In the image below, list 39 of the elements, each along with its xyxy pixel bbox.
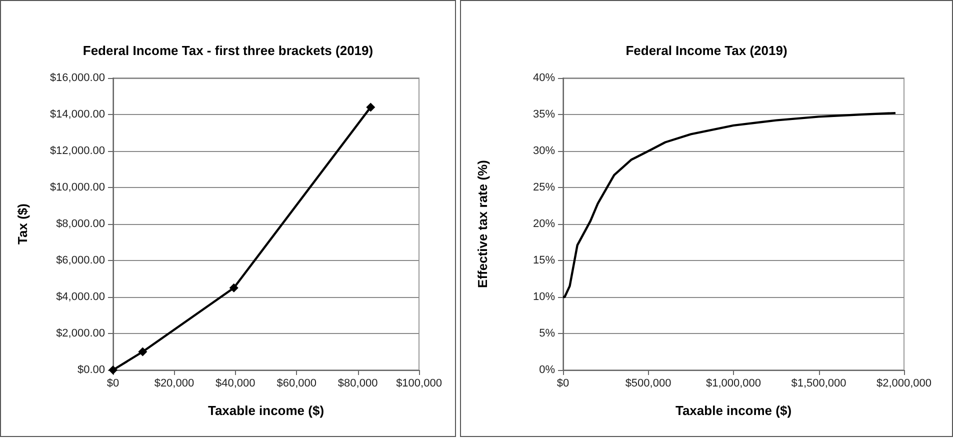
x-tick-label: $1,000,000 [706, 378, 762, 390]
y-tick-label: 5% [539, 328, 556, 340]
point [229, 283, 238, 292]
y-tick-label: 20% [532, 218, 556, 230]
x-tick-label: $20,000 [154, 378, 194, 390]
x-tick-label: $1,500,000 [791, 378, 846, 390]
y-tick-label: 10% [532, 291, 556, 303]
x-tick-label: $80,000 [338, 378, 378, 390]
y-axis-title: Tax ($) [15, 204, 30, 244]
y-tick-label: $12,000.00 [50, 145, 105, 157]
x-tick-label: $2,000,000 [876, 378, 932, 390]
chart-title: Federal Income Tax - first three brackets (2019) [82, 43, 374, 58]
chart-title: Federal Income Tax (2019) [626, 43, 788, 58]
y-axis-title: Effective tax rate (%) [475, 160, 490, 288]
x-tick-label: $500,000 [625, 378, 672, 390]
x-tick-label: $0 [556, 378, 570, 390]
y-tick-label: 40% [532, 72, 556, 84]
point [138, 347, 148, 356]
x-tick-label: $60,000 [276, 378, 316, 390]
y-tick-label: $6,000.00 [56, 254, 105, 266]
x-axis-title: Taxable income ($) [675, 403, 792, 418]
x-tick-label: $0 [106, 378, 120, 390]
y-tick-label: 35% [532, 108, 556, 120]
x-axis-title: Taxable income ($) [208, 403, 324, 418]
y-tick-label: 15% [532, 254, 556, 266]
y-tick-label: 0% [539, 364, 556, 376]
x-tick-label: $100,000 [396, 378, 442, 390]
y-tick-label: $8,000.00 [56, 218, 105, 230]
y-tick-label: $16,000.00 [50, 72, 105, 84]
y-tick-label: $14,000.00 [50, 108, 105, 120]
y-tick-label: 25% [532, 182, 556, 194]
y-tick-label: $4,000.00 [56, 291, 105, 303]
x-tick-label: $40,000 [216, 378, 256, 390]
y-tick-label: 30% [532, 145, 556, 157]
y-tick-label: $10,000.00 [50, 182, 105, 194]
point [366, 102, 376, 112]
y-tick-label: $2,000.00 [56, 328, 105, 340]
line-series [562, 112, 897, 298]
y-tick-label: $0.00 [77, 364, 105, 376]
